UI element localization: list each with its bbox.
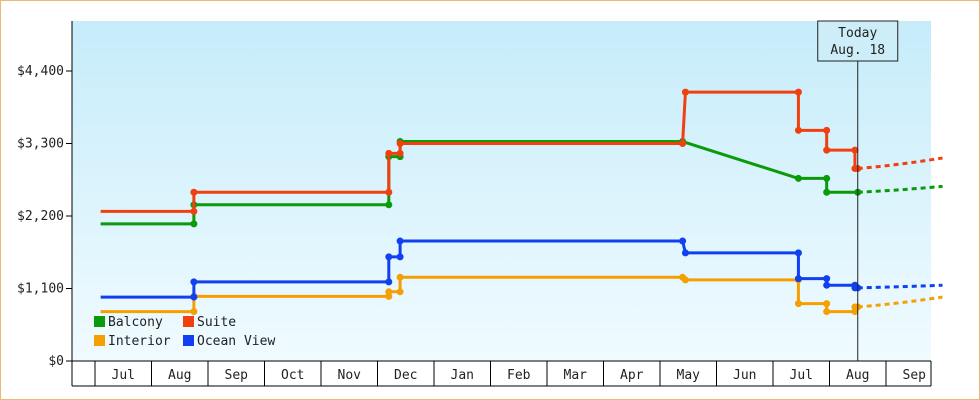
data-point-interior	[823, 308, 831, 316]
legend-label-suite: Suite	[197, 315, 236, 330]
data-point-suite	[396, 140, 404, 147]
y-tick-label: $1,100	[17, 282, 64, 297]
today-box	[817, 20, 899, 62]
data-point-ocean-view	[823, 275, 831, 283]
data-point-suite	[823, 126, 831, 134]
forecast-line-suite	[857, 156, 943, 171]
data-point-interior	[385, 288, 393, 296]
x-tick-label: Aug	[168, 368, 191, 383]
x-tick-label: Jul	[112, 368, 135, 383]
data-point-ocean-view	[396, 253, 404, 261]
data-point-ocean-view	[385, 253, 393, 261]
data-point-ocean-view	[679, 237, 687, 245]
data-point-ocean-view	[190, 293, 198, 301]
data-point-interior	[190, 308, 198, 316]
data-point-ocean-view	[794, 275, 802, 283]
data-point-suite	[385, 149, 393, 157]
x-tick-label: Sep	[903, 368, 927, 383]
today-date: Aug. 18	[830, 43, 885, 58]
data-point-ocean-view	[681, 249, 689, 257]
data-point-interior	[794, 300, 802, 308]
data-point-suite	[190, 188, 198, 196]
data-point-suite	[679, 140, 687, 147]
x-tick-label: Dec	[394, 368, 417, 383]
forecast-layer	[857, 156, 943, 309]
data-point-suite	[396, 149, 404, 157]
legend-swatch-suite	[183, 316, 194, 327]
y-tick-label: $0	[48, 354, 64, 369]
legend-label-interior: Interior	[108, 334, 171, 349]
axis-layer: $0 $1,100 $2,200 $3,300 $4,400 Jul Aug Sep Oct No…	[17, 21, 932, 387]
legend-label-balcony: Balcony	[108, 315, 163, 330]
series-layer	[100, 88, 862, 316]
data-point-interior	[396, 288, 404, 296]
x-tick-label: Aug	[846, 368, 869, 383]
data-point-interior	[681, 276, 689, 284]
x-tick-label: Oct	[281, 368, 304, 383]
data-point-suite	[794, 88, 802, 96]
data-point-suite	[794, 126, 802, 134]
x-tick-label: Jan	[451, 368, 474, 383]
today-marker: Today Aug. 18	[817, 20, 899, 361]
x-tick-label: Sep	[225, 368, 249, 383]
data-point-interior	[823, 300, 831, 308]
data-point-balcony	[794, 174, 802, 182]
series-line-ocean-view	[100, 239, 858, 299]
data-point-ocean-view	[385, 278, 393, 286]
forecast-line-interior	[857, 295, 943, 309]
data-point-ocean-view	[823, 281, 831, 289]
x-tick-label: Nov	[338, 368, 362, 383]
data-point-balcony	[190, 220, 198, 228]
data-point-interior	[396, 273, 404, 281]
x-tick-label: Mar	[564, 368, 588, 383]
data-point-suite	[851, 146, 859, 154]
data-point-ocean-view	[190, 278, 198, 286]
y-tick-label: $3,300	[17, 137, 64, 152]
today-label: Today	[838, 26, 877, 41]
x-tick-label: Feb	[507, 368, 531, 383]
y-tick-label: $2,200	[17, 209, 64, 224]
y-tick-label: $4,400	[17, 64, 64, 79]
legend-swatch-balcony	[94, 316, 105, 327]
x-tick-label: May	[677, 368, 701, 383]
forecast-line-balcony	[857, 184, 943, 194]
data-point-suite	[385, 188, 393, 196]
forecast-line-ocean-view	[857, 283, 943, 290]
data-point-balcony	[385, 201, 393, 209]
data-point-suite	[190, 207, 198, 215]
data-point-balcony	[823, 188, 831, 196]
legend: Balcony Suite Interior Ocean View	[94, 315, 275, 349]
legend-swatch-ocean-view	[183, 335, 194, 346]
data-point-ocean-view	[396, 237, 404, 245]
legend-label-ocean-view: Ocean View	[197, 334, 275, 349]
series-line-suite	[100, 90, 858, 213]
data-point-suite	[823, 146, 831, 154]
x-tick-label: Jun	[733, 368, 756, 383]
data-point-balcony	[823, 174, 831, 182]
data-point-suite	[681, 88, 689, 96]
legend-swatch-interior	[94, 335, 105, 346]
data-point-ocean-view	[794, 249, 802, 257]
x-tick-label: Apr	[620, 368, 644, 383]
x-tick-label: Jul	[790, 368, 813, 383]
